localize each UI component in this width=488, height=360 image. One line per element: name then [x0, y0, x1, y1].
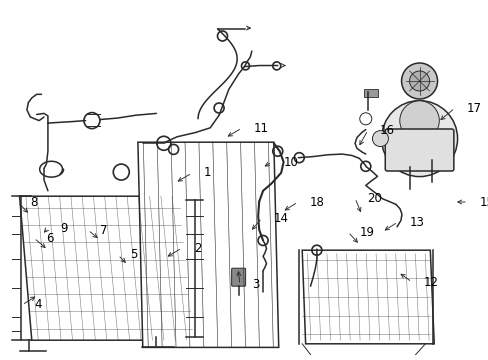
Polygon shape: [302, 250, 433, 344]
Circle shape: [401, 63, 437, 99]
Circle shape: [372, 131, 387, 147]
Circle shape: [409, 71, 428, 91]
Text: 4: 4: [34, 298, 41, 311]
Text: 6: 6: [46, 231, 53, 244]
FancyBboxPatch shape: [364, 89, 378, 97]
Text: 1: 1: [203, 166, 211, 180]
Text: 2: 2: [194, 242, 201, 255]
Circle shape: [381, 100, 457, 177]
Text: 20: 20: [366, 192, 381, 204]
Text: 3: 3: [251, 279, 259, 292]
Text: 16: 16: [379, 123, 394, 136]
FancyBboxPatch shape: [231, 268, 245, 286]
Polygon shape: [138, 142, 278, 347]
Text: 5: 5: [130, 248, 137, 261]
Circle shape: [399, 101, 438, 140]
Text: 7: 7: [100, 224, 107, 237]
Text: 19: 19: [359, 225, 374, 238]
Text: 8: 8: [30, 195, 37, 208]
Text: 18: 18: [309, 195, 324, 208]
Text: 12: 12: [423, 275, 438, 288]
Text: 17: 17: [466, 102, 481, 114]
Text: 14: 14: [273, 211, 288, 225]
FancyBboxPatch shape: [385, 129, 453, 171]
Text: 11: 11: [253, 122, 268, 135]
Polygon shape: [20, 196, 193, 340]
Text: 15: 15: [479, 195, 488, 208]
Text: 13: 13: [409, 216, 424, 229]
Text: 10: 10: [284, 156, 298, 168]
Text: 9: 9: [60, 221, 67, 234]
